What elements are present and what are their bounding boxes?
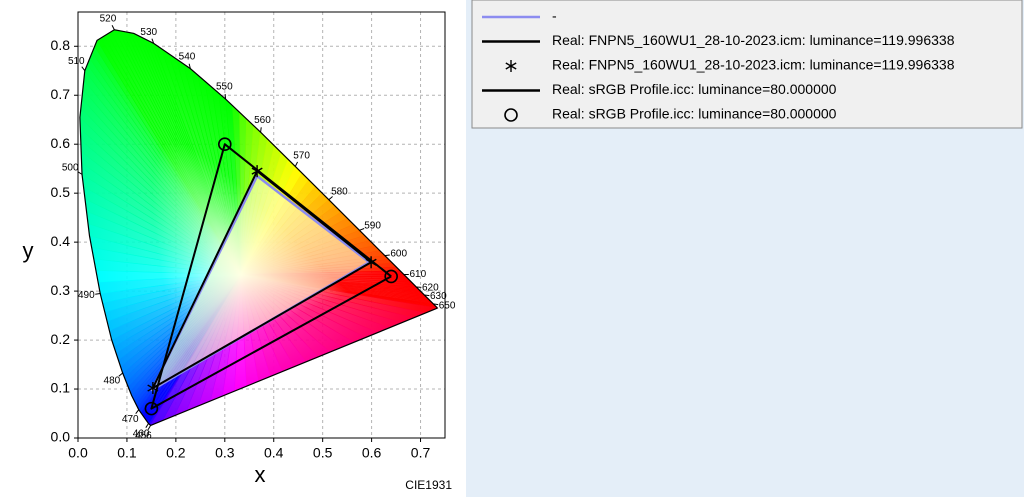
wavelength-label: 510	[68, 56, 85, 67]
y-tick-label: 0.5	[51, 184, 71, 200]
series-line	[150, 143, 392, 410]
legend-box	[471, 0, 1023, 129]
wavelength-label: 480	[104, 375, 121, 386]
wavelength-tick	[111, 25, 115, 30]
x-tick-label: 0.4	[264, 445, 284, 461]
x-tick-label: 0.1	[117, 445, 137, 461]
wavelength-label: 610	[409, 269, 426, 280]
wavelength-label: 520	[100, 14, 117, 25]
wavelength-tick	[433, 303, 439, 306]
x-tick-label: 0.0	[68, 445, 88, 461]
wavelength-label: 500	[62, 163, 79, 174]
wavelength-tick	[384, 254, 390, 257]
wavelength-tick	[77, 171, 83, 175]
x-tick-label: 0.5	[313, 445, 333, 461]
wavelength-label: 600	[390, 249, 407, 260]
diagram-note: CIE1931	[405, 478, 452, 492]
wavelength-tick	[145, 423, 149, 428]
legend-label: -	[552, 8, 557, 24]
wavelength-label: 580	[331, 187, 348, 198]
wavelength-label: 650	[439, 300, 456, 311]
plot-frame	[77, 11, 446, 439]
x-tick-label: 0.6	[362, 445, 382, 461]
wavelength-label: 590	[364, 221, 381, 232]
wavelength-label: 550	[216, 82, 233, 93]
wavelength-tick	[328, 196, 333, 201]
x-tick-label: 0.2	[166, 445, 186, 461]
y-tick-label: 0.3	[51, 282, 71, 298]
wavelength-tick	[294, 161, 298, 167]
x-tick-label: 0.3	[215, 445, 235, 461]
wavelength-tick	[424, 294, 430, 297]
line-of-purples	[150, 307, 438, 426]
x-axis-label: x	[255, 462, 266, 487]
wavelength-label: 540	[179, 52, 196, 63]
y-tick-label: 0.8	[51, 37, 71, 53]
circle-marker	[384, 269, 398, 284]
wavelength-tick	[359, 228, 365, 231]
wavelength-label: 490	[78, 290, 95, 301]
asterisk-marker	[505, 60, 517, 72]
legend-label: Real: sRGB Profile.icc: luminance=80.000…	[552, 81, 837, 97]
y-tick-label: 0.6	[51, 135, 71, 151]
wavelength-tick	[135, 409, 140, 414]
y-tick-label: 0.4	[51, 233, 71, 249]
wavelength-tick	[188, 63, 191, 69]
wavelength-label: 530	[140, 27, 157, 38]
y-axis-label: y	[23, 238, 34, 263]
wavelength-tick	[95, 293, 101, 295]
wavelength-tick	[260, 127, 262, 133]
wavelength-label: 470	[122, 414, 139, 425]
spectral-locus	[79, 29, 438, 426]
legend-label: Real: FNPN5_160WU1_28-10-2023.icm: lumin…	[552, 57, 955, 73]
x-tick-label: 0.7	[411, 445, 431, 461]
series-line	[151, 170, 372, 390]
circle-marker	[218, 137, 232, 152]
wavelength-label: 570	[293, 150, 310, 161]
circle-marker	[144, 401, 159, 416]
legend-label: Real: sRGB Profile.icc: luminance=80.000…	[552, 106, 837, 122]
wavelength-label: 456	[135, 430, 152, 441]
wavelength-label: 560	[254, 115, 271, 126]
y-tick-label: 0.2	[51, 331, 71, 347]
circle-marker	[504, 108, 518, 122]
wavelength-tick	[118, 372, 123, 377]
wavelength-label: 630	[430, 291, 447, 302]
y-tick-label: 0.7	[51, 86, 71, 102]
y-tick-label: 0.1	[51, 380, 71, 396]
wavelength-label: 620	[422, 283, 439, 294]
wavelength-label: 460	[133, 428, 150, 439]
wavelength-tick	[81, 66, 86, 71]
legend-label: Real: FNPN5_160WU1_28-10-2023.icm: lumin…	[552, 32, 955, 48]
wavelength-tick	[151, 38, 155, 44]
wavelength-tick	[147, 425, 152, 430]
y-tick-label: 0.0	[51, 429, 71, 445]
